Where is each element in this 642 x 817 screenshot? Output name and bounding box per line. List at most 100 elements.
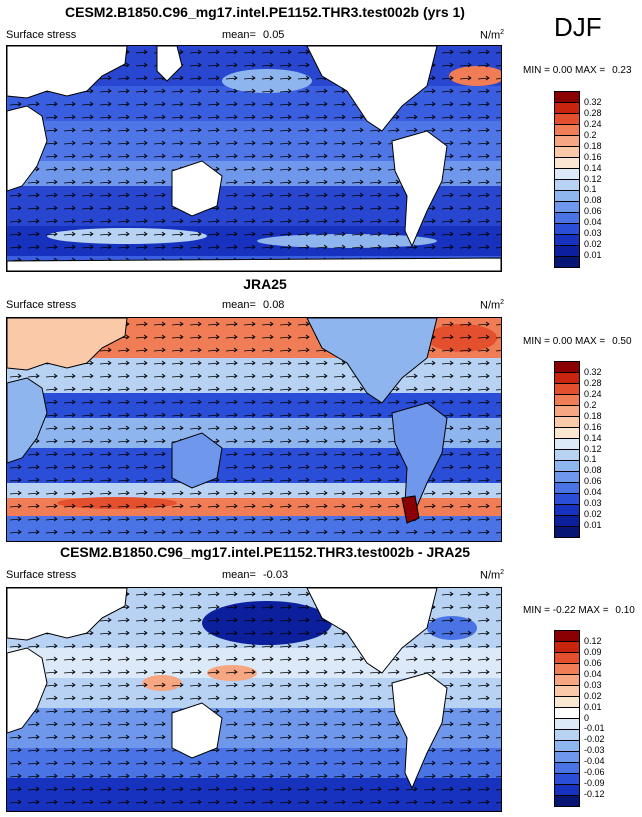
colorbar-tick-label: 0.18: [584, 140, 602, 151]
panel-1-mean-value: 0.05: [263, 29, 285, 41]
colorbar-tick-label: -0.04: [584, 756, 605, 767]
colorbar-tick-label: 0.04: [584, 668, 602, 679]
panel-3-units: N/m2: [480, 569, 505, 582]
colorbar-tick-label: 0.04: [584, 487, 602, 498]
panel-3-max-value: 0.10: [615, 605, 635, 616]
colorbar-tick-label: 0.16: [584, 421, 602, 432]
colorbar-tick-label: 0: [584, 712, 590, 723]
panel-3-minmax: MIN = -0.22 MAX = 0.10: [523, 605, 635, 616]
panel-2-mean-label: mean=: [222, 299, 256, 311]
colorbar-tick-label: 0.16: [584, 151, 602, 162]
colorbar-swatch: [555, 125, 579, 136]
colorbar-swatch: [555, 494, 579, 505]
colorbar-tick-label: 0.12: [584, 635, 602, 646]
colorbar-swatch: [555, 686, 579, 697]
panel-1-variable: Surface stress: [6, 29, 77, 41]
panel-2-title: JRA25: [243, 276, 287, 292]
panel-1-max-value: 0.23: [612, 65, 632, 76]
colorbar-tick-label: 0.14: [584, 162, 602, 173]
panel-1-map: [6, 45, 502, 272]
colorbar-tick-label: 0.01: [584, 520, 602, 531]
colorbar-tick-label: 0.28: [584, 107, 602, 118]
colorbar-swatch: [555, 213, 579, 224]
colorbar-tick-label: 0.02: [584, 239, 602, 250]
panel-3-mean-value: -0.03: [263, 569, 289, 581]
panel-3-min-value: -0.22: [552, 605, 576, 616]
panel-2-units: N/m2: [480, 299, 505, 312]
colorbar-swatch: [555, 730, 579, 741]
colorbar-tick-label: 0.02: [584, 690, 602, 701]
colorbar-swatch: [555, 450, 579, 461]
colorbar-tick-label: 0.2: [584, 399, 597, 410]
panel-1-colorbar: 0.32 0.28 0.24 0.2 0.18 0.16 0.14 0.12 0.1 0.08 0.…: [554, 91, 602, 268]
colorbar-swatch: [555, 169, 579, 180]
panel-2-min-value: 0.00: [552, 336, 573, 347]
colorbar-swatch: [555, 653, 579, 664]
colorbar-tick-label: 0.28: [584, 377, 602, 388]
panel-1-mean-label: mean=: [222, 29, 256, 41]
colorbar-swatch: [555, 384, 579, 395]
colorbar-swatch: [555, 763, 579, 774]
colorbar-tick-label: -0.06: [584, 767, 605, 778]
panel-2-colorbar: 0.32 0.28 0.24 0.2 0.18 0.16 0.14 0.12 0.1 0.08 0.…: [554, 361, 602, 538]
colorbar-tick-label: 0.06: [584, 206, 602, 217]
colorbar-swatch: [555, 741, 579, 752]
panel-3-colorbar: 0.12 0.09 0.06 0.04 0.03 0.02 0.01 0 -0.01 -0.02-…: [554, 630, 605, 807]
colorbar-swatch: [555, 235, 579, 246]
colorbar-swatch: [555, 664, 579, 675]
panel-1-minmax: MIN = 0.00 MAX = 0.23: [523, 65, 632, 76]
colorbar-swatch: [555, 158, 579, 169]
colorbar-swatch: [555, 406, 579, 417]
panel-1-map-svg: [7, 46, 501, 271]
colorbar-swatch: [555, 202, 579, 213]
colorbar-tick-label: -0.02: [584, 734, 605, 745]
colorbar-swatch: [555, 103, 579, 114]
colorbar-swatch: [555, 516, 579, 527]
colorbar-tick-label: 0.32: [584, 366, 602, 377]
colorbar-swatch: [555, 697, 579, 708]
colorbar-tick-label: 0.24: [584, 118, 602, 129]
colorbar-swatch: [555, 147, 579, 158]
colorbar-swatch: [555, 257, 579, 267]
colorbar-tick-label: -0.09: [584, 778, 605, 789]
colorbar-tick-label: 0.2: [584, 129, 597, 140]
panel-1-title: CESM2.B1850.C96_mg17.intel.PE1152.THR3.t…: [65, 4, 465, 20]
panel-2-map-svg: [7, 318, 501, 541]
panel-1-min-value: 0.00: [552, 65, 573, 76]
colorbar-tick-label: 0.12: [584, 443, 602, 454]
panel-3-mean-label: mean=: [222, 569, 256, 581]
colorbar-tick-label: 0.1: [584, 184, 597, 195]
colorbar-tick-label: 0.18: [584, 410, 602, 421]
colorbar-tick-label: 0.02: [584, 509, 602, 520]
panel-2-map: [6, 317, 502, 542]
colorbar-swatch: [555, 180, 579, 191]
colorbar-swatch: [555, 472, 579, 483]
colorbar-swatch: [555, 752, 579, 763]
colorbar-swatch: [555, 796, 579, 806]
colorbar-swatch: [555, 785, 579, 796]
colorbar-tick-label: 0.03: [584, 679, 602, 690]
colorbar-swatch: [555, 362, 579, 373]
panel-3-colorbar-swatches: [554, 630, 580, 807]
colorbar-swatch: [555, 417, 579, 428]
colorbar-tick-label: -0.01: [584, 723, 605, 734]
panel-3-map-svg: [7, 588, 501, 811]
colorbar-tick-label: 0.08: [584, 465, 602, 476]
panel-1-units: N/m2: [480, 29, 505, 42]
colorbar-swatch: [555, 708, 579, 719]
colorbar-tick-label: 0.03: [584, 498, 602, 509]
panel-2-colorbar-swatches: [554, 361, 580, 538]
colorbar-swatch: [555, 631, 579, 642]
panel-3-map: [6, 587, 502, 812]
colorbar-swatch: [555, 224, 579, 235]
colorbar-tick-label: 0.24: [584, 388, 602, 399]
colorbar-tick-label: 0.1: [584, 454, 597, 465]
panel-1-colorbar-swatches: [554, 91, 580, 268]
colorbar-swatch: [555, 675, 579, 686]
panel-2-mean-value: 0.08: [263, 299, 285, 311]
colorbar-swatch: [555, 505, 579, 516]
colorbar-tick-label: 0.01: [584, 701, 602, 712]
colorbar-swatch: [555, 246, 579, 257]
colorbar-tick-label: -0.03: [584, 745, 605, 756]
season-label: DJF: [554, 12, 602, 42]
